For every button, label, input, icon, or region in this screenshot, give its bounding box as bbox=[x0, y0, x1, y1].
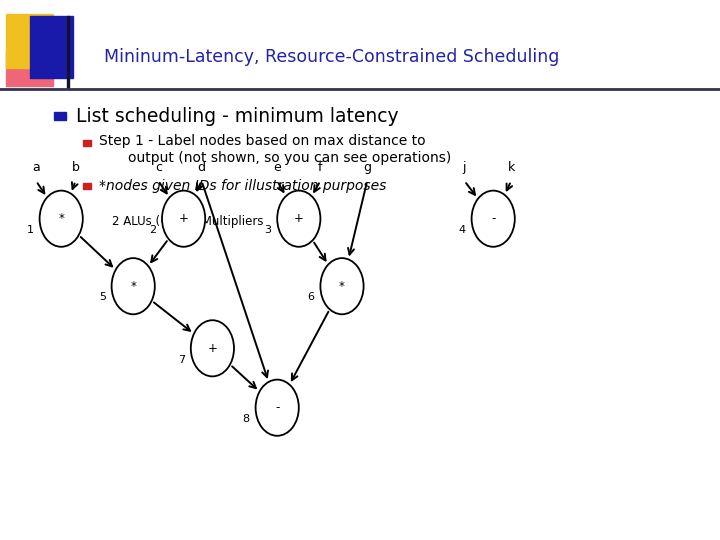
Ellipse shape bbox=[162, 191, 205, 247]
Text: List scheduling - minimum latency: List scheduling - minimum latency bbox=[76, 106, 399, 126]
Text: *: * bbox=[339, 280, 345, 293]
Text: 1: 1 bbox=[27, 225, 34, 235]
Ellipse shape bbox=[191, 320, 234, 376]
Bar bbox=[54, 112, 66, 120]
Text: +: + bbox=[179, 212, 189, 225]
Ellipse shape bbox=[256, 380, 299, 436]
Text: 7: 7 bbox=[178, 355, 185, 365]
Text: +: + bbox=[294, 212, 304, 225]
Text: *: * bbox=[130, 280, 136, 293]
Text: Step 1 - Label nodes based on max distance to: Step 1 - Label nodes based on max distan… bbox=[99, 134, 426, 149]
Ellipse shape bbox=[277, 191, 320, 247]
Bar bbox=[83, 183, 91, 189]
Bar bbox=[67, 16, 69, 89]
Bar bbox=[30, 16, 73, 78]
Ellipse shape bbox=[472, 191, 515, 247]
Text: c: c bbox=[155, 161, 162, 174]
Text: *: * bbox=[58, 212, 64, 225]
Bar bbox=[6, 51, 53, 86]
Bar bbox=[83, 140, 91, 146]
Text: g: g bbox=[363, 161, 372, 174]
Ellipse shape bbox=[40, 191, 83, 247]
Ellipse shape bbox=[112, 258, 155, 314]
Text: -: - bbox=[491, 212, 495, 225]
Text: j: j bbox=[463, 161, 466, 174]
Text: output (not shown, so you can see operations): output (not shown, so you can see operat… bbox=[128, 151, 451, 165]
Text: f: f bbox=[318, 161, 323, 174]
Text: b: b bbox=[72, 161, 79, 174]
Text: d: d bbox=[197, 161, 206, 174]
Text: 6: 6 bbox=[307, 293, 315, 302]
Text: a: a bbox=[32, 161, 40, 174]
Text: 5: 5 bbox=[99, 293, 106, 302]
Text: 3: 3 bbox=[264, 225, 271, 235]
Text: +: + bbox=[207, 342, 217, 355]
Text: k: k bbox=[508, 161, 515, 174]
Text: -: - bbox=[275, 401, 279, 414]
Ellipse shape bbox=[320, 258, 364, 314]
Text: 4: 4 bbox=[459, 225, 466, 235]
Text: 2: 2 bbox=[149, 225, 156, 235]
Text: 8: 8 bbox=[243, 414, 250, 424]
Text: 2 ALUs (+/-), 2 Multipliers: 2 ALUs (+/-), 2 Multipliers bbox=[112, 215, 263, 228]
Text: *nodes given IDs for illustration purposes: *nodes given IDs for illustration purpos… bbox=[99, 179, 387, 193]
Bar bbox=[6, 14, 53, 68]
Text: e: e bbox=[274, 161, 281, 174]
Text: Mininum-Latency, Resource-Constrained Scheduling: Mininum-Latency, Resource-Constrained Sc… bbox=[104, 48, 559, 66]
